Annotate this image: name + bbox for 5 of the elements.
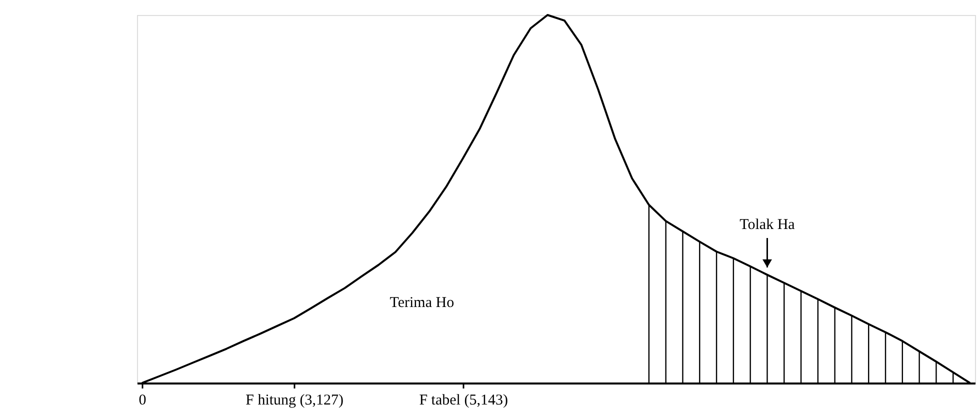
series-label: Tolak Ha bbox=[740, 217, 796, 234]
x-tick-label: F tabel (5,143) bbox=[419, 392, 508, 408]
x-tick-label: F hitung (3,127) bbox=[246, 392, 344, 408]
x-tick-label: 0 bbox=[138, 392, 146, 408]
annotation: Terima Ho bbox=[390, 295, 454, 312]
